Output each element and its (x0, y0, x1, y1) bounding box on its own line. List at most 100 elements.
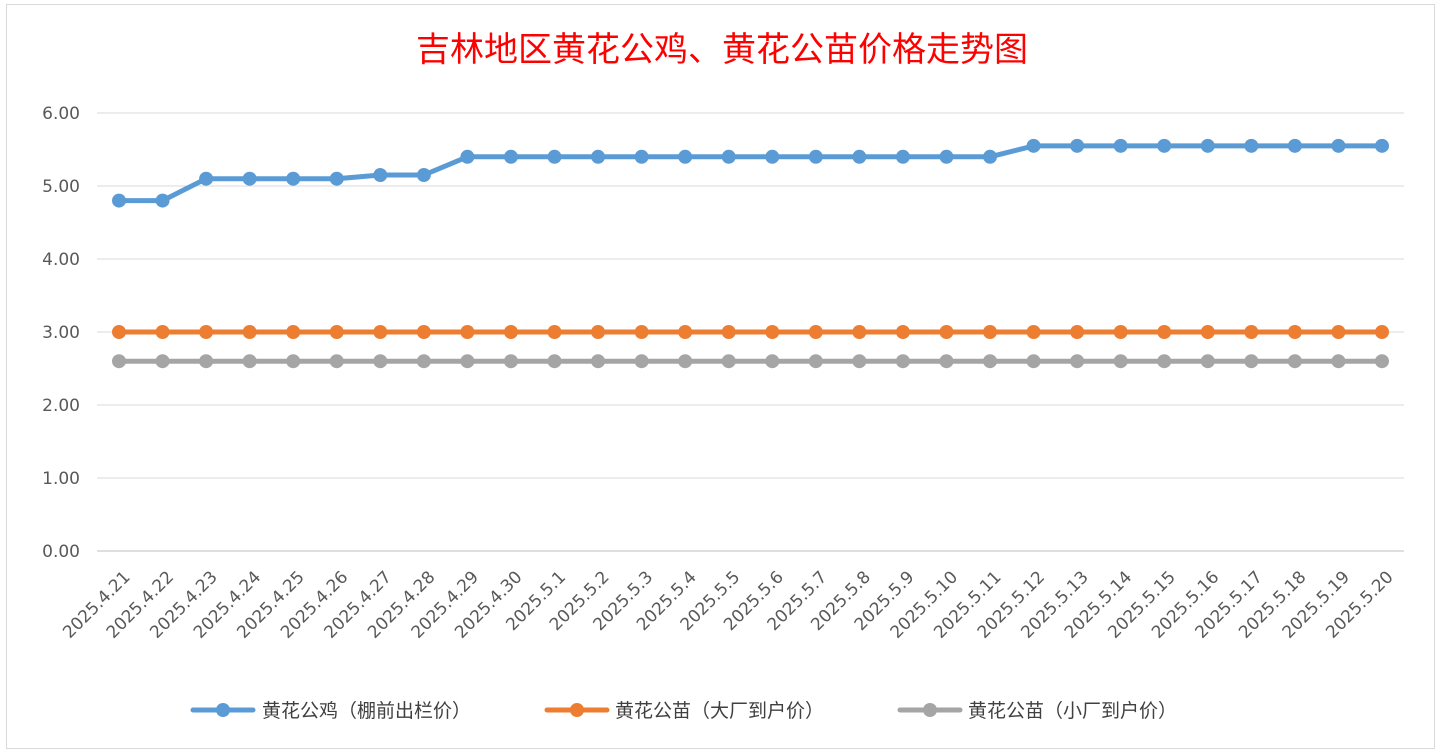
data-point (1200, 354, 1215, 369)
y-tick-label: 6.00 (42, 104, 80, 124)
data-point (591, 354, 606, 369)
data-point (983, 354, 998, 369)
data-point (765, 149, 780, 164)
data-point (286, 171, 301, 186)
data-point (808, 354, 823, 369)
data-point (1070, 325, 1085, 339)
data-point (329, 354, 344, 369)
series-line (116, 143, 1385, 204)
data-point (678, 325, 693, 339)
data-point (1200, 138, 1215, 153)
data-point (678, 149, 693, 164)
data-point (1157, 354, 1172, 369)
data-point (242, 354, 257, 369)
legend-item: 黄花公鸡（棚前出栏价） (190, 700, 471, 722)
data-point (634, 149, 649, 164)
data-point (1113, 325, 1128, 339)
data-point (634, 354, 649, 369)
data-point (329, 171, 344, 186)
data-point (503, 149, 518, 164)
y-tick-label: 4.00 (42, 250, 80, 270)
data-point (1244, 138, 1259, 153)
x-axis-tick-labels: 2025.4.212025.4.222025.4.232025.4.242025… (59, 567, 1397, 642)
data-point (721, 325, 736, 339)
data-point (460, 149, 475, 164)
data-point (373, 354, 388, 369)
legend-swatch-marker (923, 703, 937, 717)
data-point (112, 354, 126, 369)
legend-label: 黄花公苗（大厂到户价） (615, 700, 824, 722)
data-point (1200, 325, 1215, 339)
data-point (939, 325, 954, 339)
legend-label: 黄花公鸡（棚前出栏价） (262, 700, 471, 722)
data-point (416, 354, 431, 369)
data-point (895, 325, 910, 339)
legend-item: 黄花公苗（小厂到户价） (897, 700, 1177, 722)
data-point (895, 149, 910, 164)
data-point (1287, 354, 1302, 369)
series-2 (112, 354, 1389, 369)
data-point (1026, 325, 1041, 339)
legend-swatch-marker (570, 703, 584, 717)
y-tick-label: 1.00 (42, 469, 80, 489)
data-point (286, 354, 301, 369)
data-point (1287, 325, 1302, 339)
data-point (1026, 354, 1041, 369)
data-point (983, 149, 998, 164)
data-point (678, 354, 693, 369)
data-point (155, 193, 170, 208)
chart-title: 吉林地区黄花公鸡、黄花公苗价格走势图 (416, 30, 1028, 70)
data-point (1113, 138, 1128, 153)
data-point (155, 354, 170, 369)
data-point (808, 325, 823, 339)
data-point (547, 325, 562, 339)
data-point (765, 325, 780, 339)
data-point (1157, 325, 1172, 339)
series-0 (112, 138, 1389, 208)
data-point (373, 168, 388, 183)
y-tick-label: 5.00 (42, 177, 80, 197)
data-point (416, 168, 431, 183)
data-point (242, 325, 257, 339)
data-point (1244, 354, 1259, 369)
data-point (547, 149, 562, 164)
data-point (199, 171, 214, 186)
series-1 (112, 325, 1389, 339)
data-point (591, 325, 606, 339)
data-point (939, 354, 954, 369)
data-point (329, 325, 344, 339)
legend-swatch-marker (216, 703, 230, 717)
data-point (286, 325, 301, 339)
data-point (1331, 354, 1346, 369)
data-point (1113, 354, 1128, 369)
legend: 黄花公鸡（棚前出栏价） 黄花公苗（大厂到户价） 黄花公苗（小厂到户价） (190, 700, 1177, 722)
data-point (1070, 138, 1085, 153)
data-point (1331, 138, 1346, 153)
y-tick-label: 0.00 (42, 542, 80, 562)
data-point (1375, 138, 1389, 153)
legend-label: 黄花公苗（小厂到户价） (968, 700, 1177, 722)
data-point (634, 325, 649, 339)
gridlines (97, 112, 1404, 552)
data-point (242, 171, 257, 186)
data-point (155, 325, 170, 339)
data-point (1331, 325, 1346, 339)
data-point (895, 354, 910, 369)
data-point (1157, 138, 1172, 153)
data-point (808, 149, 823, 164)
data-point (1287, 138, 1302, 153)
legend-item: 黄花公苗（大厂到户价） (544, 700, 824, 722)
data-point (503, 354, 518, 369)
chart-frame (6, 4, 1435, 749)
y-tick-label: 3.00 (42, 323, 80, 343)
data-point (547, 354, 562, 369)
data-point (765, 354, 780, 369)
data-point (199, 354, 214, 369)
y-tick-label: 2.00 (42, 396, 80, 416)
data-point (199, 325, 214, 339)
data-point (460, 354, 475, 369)
data-point (1375, 325, 1389, 339)
data-point (1070, 354, 1085, 369)
data-point (852, 149, 867, 164)
